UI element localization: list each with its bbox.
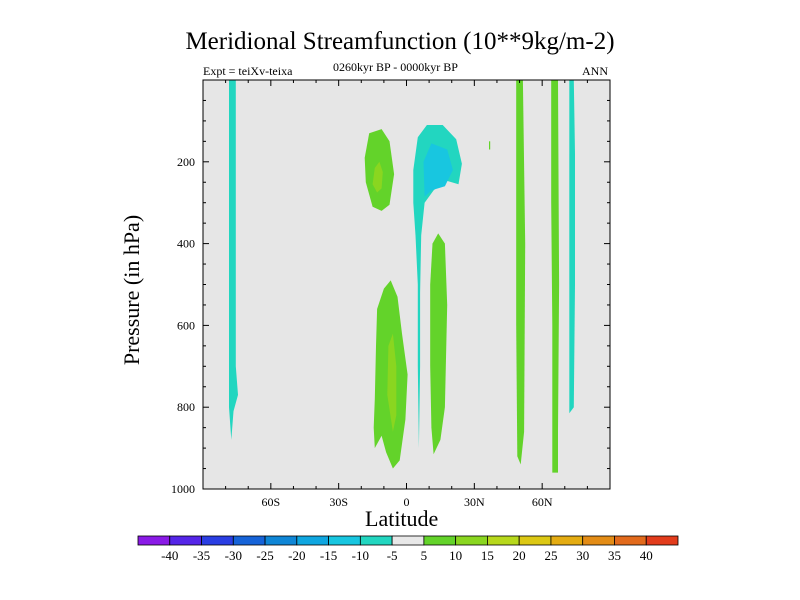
- x-tick-label: 30N: [464, 495, 485, 509]
- x-tick-label: 60N: [532, 495, 553, 509]
- colorbar-label: 5: [421, 548, 428, 563]
- colorbar-label: 40: [640, 548, 653, 563]
- colorbar-label: -5: [387, 548, 398, 563]
- colorbar-swatch: [169, 535, 202, 546]
- positive-region-11: [489, 141, 491, 150]
- colorbar-label: 20: [513, 548, 526, 563]
- y-tick-label: 1000: [171, 482, 195, 496]
- colorbar-swatch: [296, 535, 329, 546]
- colorbar-label: 30: [576, 548, 589, 563]
- colorbar-swatch: [455, 535, 488, 546]
- y-tick-label: 400: [177, 237, 195, 251]
- colorbar: -40 -35 -30 -25 -20 -15 -10 -5 5 10 15 20 25 30 35 40: [137, 535, 679, 563]
- x-tick-label: 0: [404, 495, 410, 509]
- colorbar-label: 25: [544, 548, 557, 563]
- colorbar-label: -30: [225, 548, 242, 563]
- x-axis-label: Latitude: [365, 506, 439, 531]
- colorbar-label: 10: [449, 548, 462, 563]
- y-tick-label: 800: [177, 400, 195, 414]
- positive-region-8: [430, 233, 448, 455]
- colorbar-swatch: [614, 535, 647, 546]
- colorbar-swatch: [264, 535, 298, 546]
- x-tick-label: 30S: [329, 495, 348, 509]
- contour-regions: [229, 80, 575, 473]
- colorbar-swatch: [645, 535, 679, 546]
- colorbar-label: -35: [193, 548, 210, 563]
- axes: 60S 30S 0 30N 60N 200 400 600 800 1000: [171, 80, 611, 509]
- colorbar-swatch: [423, 535, 457, 546]
- colorbar-swatch: [201, 535, 234, 546]
- colorbar-label: -25: [256, 548, 273, 563]
- experiment-label: Expt = teiXv-teixa: [203, 64, 293, 78]
- colorbar-swatch: [550, 535, 584, 546]
- colorbar-swatch: [359, 535, 393, 546]
- colorbar-swatch: [328, 535, 361, 546]
- y-tick-label: 600: [177, 318, 195, 332]
- colorbar-swatch: [582, 535, 615, 546]
- season-label: ANN: [582, 64, 608, 78]
- positive-region-9: [516, 80, 526, 465]
- y-tick-label: 200: [177, 155, 195, 169]
- colorbar-swatch: [137, 535, 171, 546]
- colorbar-swatch: [487, 535, 520, 546]
- plot-background: [203, 80, 610, 489]
- colorbar-label: 15: [481, 548, 494, 563]
- period-label: 0260kyr BP - 0000kyr BP: [333, 60, 458, 74]
- positive-region-7: [387, 333, 397, 432]
- colorbar-label: -20: [288, 548, 305, 563]
- positive-region-10: [551, 80, 560, 473]
- negative-region-0: [229, 80, 238, 440]
- colorbar-swatch: [232, 535, 266, 546]
- x-tick-label: 60S: [261, 495, 280, 509]
- colorbar-label: -15: [320, 548, 337, 563]
- colorbar-swatch: [391, 535, 425, 546]
- colorbar-swatch: [518, 535, 552, 546]
- positive-region-5: [372, 161, 383, 193]
- negative-region-1: [413, 125, 462, 449]
- colorbar-label: 35: [608, 548, 621, 563]
- colorbar-label: -10: [352, 548, 369, 563]
- negative-region-3: [569, 80, 575, 414]
- chart-title: Meridional Streamfunction (10**9kg/m-2): [185, 28, 615, 55]
- negative-region-2: [423, 143, 453, 197]
- colorbar-label: -40: [161, 548, 178, 563]
